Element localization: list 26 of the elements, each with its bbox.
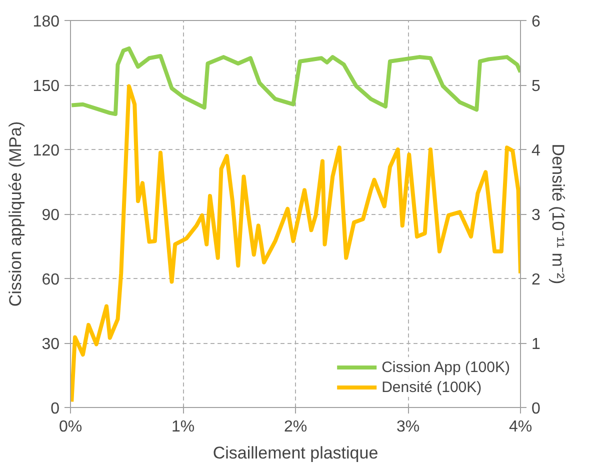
- x-axis-title: Cisaillement plastique: [212, 444, 378, 462]
- y2-tick-label: 6: [532, 14, 540, 30]
- y-tick-label: 180: [32, 14, 60, 30]
- y-tick-label: 120: [32, 142, 60, 160]
- y2-tick-label: 0: [532, 400, 540, 418]
- legend-label: Cission App (100K): [382, 358, 510, 376]
- line-series: [70, 46, 520, 116]
- y-axis-title: Cission appliquée (MPa): [6, 121, 25, 307]
- x-tick-label: 4%: [508, 418, 532, 436]
- y-tick-label: 0: [50, 400, 60, 418]
- y2-axis-title: Densité (10⁻¹¹ m⁻²): [548, 144, 568, 284]
- y-tick-label: 60: [42, 272, 60, 288]
- line-series: [70, 84, 520, 404]
- y-tick-label: 90: [42, 207, 60, 224]
- legend-label: Densité (100K): [382, 378, 482, 396]
- y-tick-label: 150: [32, 78, 60, 95]
- y2-tick-label: 5: [532, 78, 540, 95]
- x-tick-label: 0%: [58, 418, 82, 436]
- x-tick-label: 1%: [171, 418, 195, 436]
- y2-tick-label: 2: [532, 272, 540, 288]
- y2-tick-label: 3: [532, 207, 540, 224]
- y-tick-label: 30: [42, 336, 60, 353]
- y2-tick-label: 4: [532, 142, 540, 160]
- x-tick-label: 2%: [284, 418, 308, 436]
- y2-tick-label: 1: [532, 336, 540, 353]
- x-tick-label: 3%: [396, 418, 420, 436]
